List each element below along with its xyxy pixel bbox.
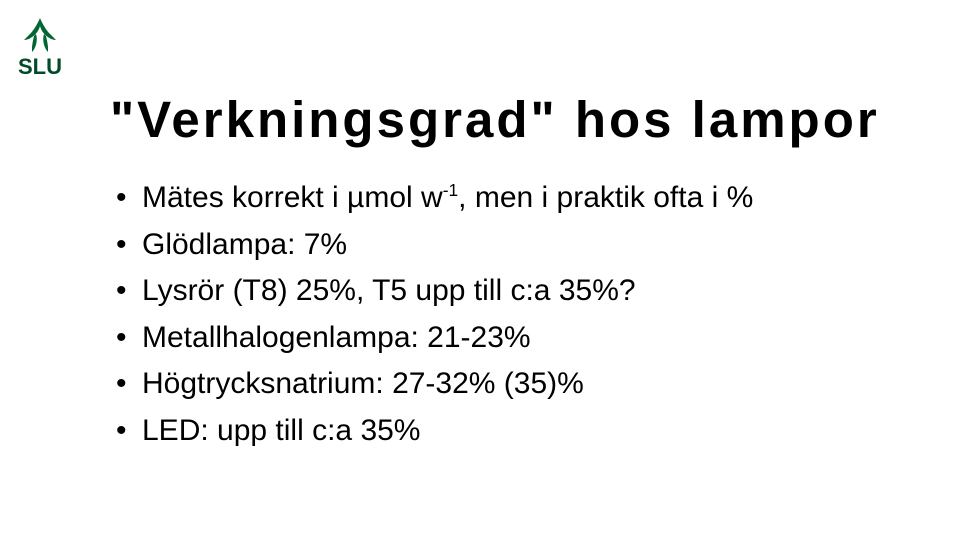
- bullet-text-pre: Mätes korrekt i µmol w: [142, 181, 443, 214]
- bullet-text-sup: -1: [443, 180, 458, 200]
- slide-title: "Verkningsgrad" hos lampor: [110, 90, 950, 149]
- bullet-text: LED: upp till c:a 35%: [142, 414, 420, 447]
- slu-logo: SLU: [10, 14, 70, 79]
- bullet-text-post: , men i praktik ofta i %: [458, 181, 753, 214]
- list-item: Mätes korrekt i µmol w-1, men i praktik …: [110, 175, 950, 222]
- list-item: Lysrör (T8) 25%, T5 upp till c:a 35%?: [110, 268, 950, 315]
- list-item: Metallhalogenlampa: 21-23%: [110, 315, 950, 362]
- list-item: Glödlampa: 7%: [110, 222, 950, 269]
- bullet-text: Lysrör (T8) 25%, T5 upp till c:a 35%?: [142, 274, 636, 307]
- bullet-text: Glödlampa: 7%: [142, 228, 347, 261]
- bullet-text: Högtrycksnatrium: 27-32% (35)%: [142, 367, 584, 400]
- bullet-list: Mätes korrekt i µmol w-1, men i praktik …: [110, 175, 950, 454]
- logo-text: SLU: [18, 54, 62, 79]
- list-item: Högtrycksnatrium: 27-32% (35)%: [110, 361, 950, 408]
- logo-mark: [24, 18, 56, 52]
- list-item: LED: upp till c:a 35%: [110, 408, 950, 455]
- bullet-text: Metallhalogenlampa: 21-23%: [142, 321, 531, 354]
